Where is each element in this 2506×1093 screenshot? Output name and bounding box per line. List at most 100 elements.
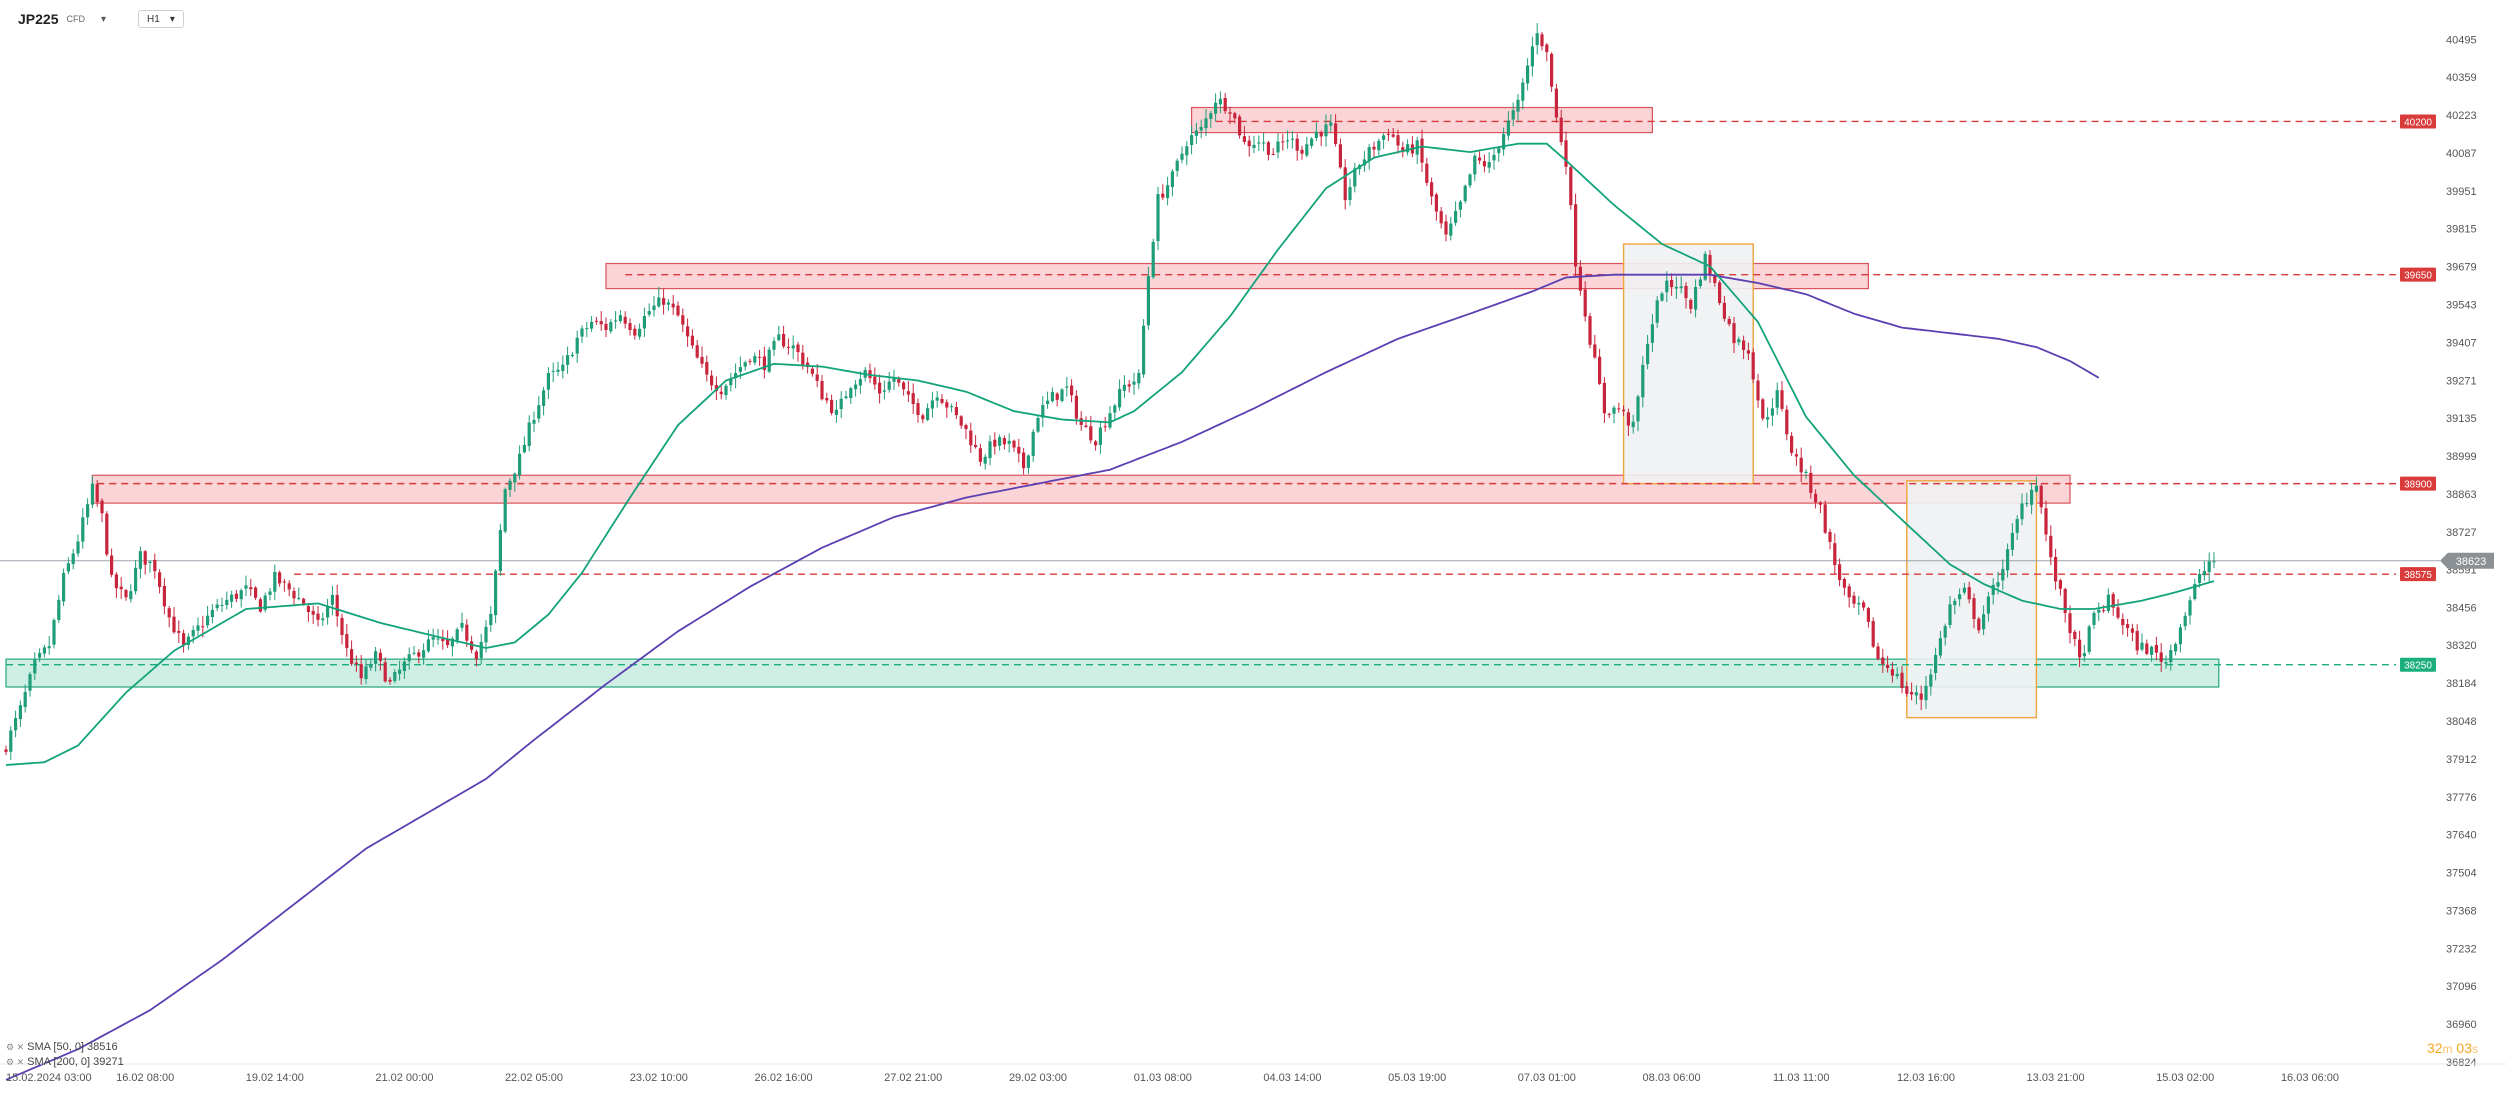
candle-body <box>772 340 776 350</box>
candle <box>988 435 992 466</box>
candle <box>921 413 925 424</box>
candle-body <box>1118 389 1122 408</box>
candle-body <box>201 626 205 628</box>
candle <box>590 315 594 333</box>
candle-body <box>1914 692 1918 696</box>
candle-body <box>268 591 272 595</box>
candle <box>758 349 762 366</box>
candle-body <box>1780 390 1784 409</box>
candle <box>1588 312 1592 349</box>
candle-body <box>1391 134 1395 137</box>
x-tick-label: 16.03 06:00 <box>2281 1072 2339 1084</box>
candle <box>1406 139 1410 156</box>
candle-body <box>551 370 555 372</box>
candle <box>1377 138 1381 156</box>
candle <box>1761 397 1765 421</box>
candle-body <box>604 323 608 330</box>
candle <box>1439 207 1443 229</box>
candle <box>1338 138 1342 169</box>
candle-body <box>666 302 670 305</box>
candle <box>782 325 786 349</box>
candle-body <box>801 352 805 365</box>
candle <box>71 548 75 570</box>
legend-sma50[interactable]: ⚙ ✕ SMA [50, 0] 38516 <box>6 1040 124 1055</box>
candle <box>1094 439 1098 451</box>
candle <box>2082 644 2086 662</box>
candle-body <box>1070 385 1074 396</box>
candle-body <box>105 513 109 555</box>
candle-body <box>2006 549 2010 571</box>
candle <box>1290 131 1294 149</box>
candle <box>1962 582 1966 595</box>
candle <box>86 498 90 525</box>
candle-body <box>878 382 882 394</box>
candle <box>1919 685 1923 711</box>
candle <box>2068 605 2072 644</box>
candle <box>1156 186 1160 251</box>
candle-body <box>2164 662 2168 664</box>
candle <box>4 745 8 756</box>
candle-body <box>1305 144 1309 156</box>
candle <box>2097 602 2101 622</box>
candle-body <box>191 630 195 637</box>
candle-body <box>1881 657 1885 665</box>
candle <box>873 367 877 390</box>
candle-body <box>2082 653 2086 657</box>
candle-body <box>1434 194 1438 212</box>
candle <box>1238 114 1242 139</box>
candle-body <box>1823 504 1827 533</box>
candle <box>57 594 61 623</box>
candle-body <box>1276 141 1280 153</box>
candle-body <box>398 669 402 674</box>
indicator-settings-icon[interactable]: ⚙ ✕ <box>6 1057 25 1067</box>
candle <box>2034 476 2038 493</box>
candle <box>628 318 632 336</box>
candle-body <box>1732 323 1736 344</box>
candle <box>1166 176 1170 206</box>
candle-body <box>1295 138 1299 151</box>
candle <box>1833 533 1837 574</box>
candle <box>1554 83 1558 123</box>
candle <box>258 597 262 613</box>
candle <box>1482 154 1486 173</box>
indicator-settings-icon[interactable]: ⚙ ✕ <box>6 1042 25 1052</box>
candle <box>2154 636 2158 661</box>
y-axis: 40495 40359 40223 40087 39951 39815 39679 39543… <box>2446 34 2477 1069</box>
candle-body <box>537 405 541 419</box>
candle <box>868 363 872 384</box>
timeframe-select[interactable]: H1 ▾ <box>138 10 184 28</box>
candle <box>2126 618 2130 637</box>
candle-body <box>714 385 718 391</box>
candle-body <box>81 517 85 542</box>
candle-body <box>618 315 622 322</box>
y-tick-label: 39543 <box>2446 299 2477 311</box>
candle <box>916 398 920 423</box>
candle-body <box>1386 133 1390 135</box>
candle <box>215 598 219 612</box>
candle-body <box>1103 426 1107 428</box>
legend-sma200[interactable]: ⚙ ✕ SMA [200, 0] 39271 <box>6 1055 124 1070</box>
candle-body <box>513 473 517 483</box>
candle <box>1031 429 1035 462</box>
candle <box>2030 482 2034 515</box>
candle-body <box>2097 609 2101 613</box>
candle-body <box>484 626 488 643</box>
candle <box>1262 132 1266 152</box>
candle <box>1794 448 1798 466</box>
candle-body <box>1146 276 1150 326</box>
candle-body <box>1766 417 1770 420</box>
candle <box>210 604 214 624</box>
candle-body <box>1377 140 1381 151</box>
candle <box>498 523 502 576</box>
candle-body <box>2145 643 2149 654</box>
candle-body <box>782 333 786 347</box>
candle <box>1545 43 1549 62</box>
candle <box>1876 642 1880 661</box>
candle <box>1233 111 1237 124</box>
candle-body <box>503 489 507 532</box>
symbol-name[interactable]: JP225 <box>18 11 59 27</box>
symbol-dropdown-icon[interactable]: ▾ <box>100 13 107 25</box>
candle-body <box>119 586 123 590</box>
candle-body <box>350 649 354 664</box>
